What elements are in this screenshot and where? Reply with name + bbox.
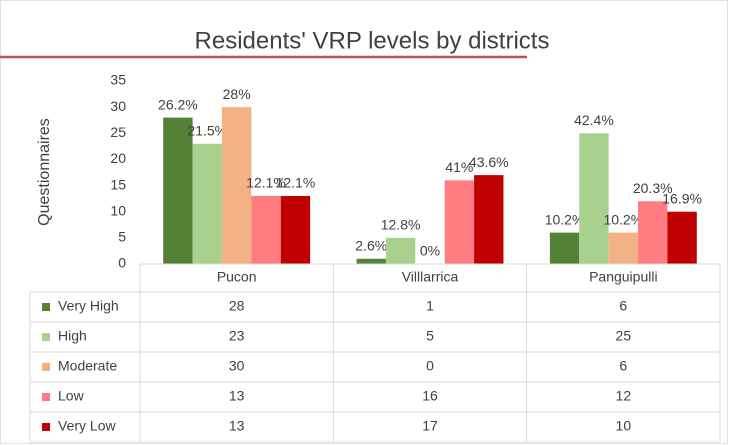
- chart-title: Residents' VRP levels by districts: [195, 27, 550, 54]
- y-tick-label: 15: [110, 176, 126, 192]
- bar: [608, 232, 639, 264]
- legend-label: High: [58, 328, 87, 344]
- legend-swatch: [42, 393, 50, 401]
- bar: [356, 258, 386, 264]
- data-label: 28%: [223, 86, 251, 102]
- data-label: 12.8%: [381, 217, 421, 233]
- legend-label: Very High: [58, 298, 119, 314]
- y-tick-label: 30: [110, 98, 126, 114]
- bar: [163, 117, 193, 264]
- y-tick-label: 25: [110, 124, 126, 140]
- table-value: 5: [426, 328, 434, 344]
- y-tick-label: 10: [110, 202, 126, 218]
- table-value: 17: [422, 418, 438, 434]
- legend-swatch: [42, 333, 50, 341]
- y-tick-label: 5: [118, 229, 126, 245]
- data-label: 43.6%: [469, 154, 509, 170]
- bar: [667, 211, 697, 264]
- bar: [638, 201, 668, 264]
- table-value: 12: [616, 388, 632, 404]
- data-label: 2.6%: [355, 237, 387, 253]
- table-value: 0: [426, 358, 434, 374]
- legend-label: Moderate: [58, 358, 117, 374]
- data-label: 20.3%: [633, 180, 673, 196]
- table-value: 13: [229, 418, 245, 434]
- bar: [385, 237, 416, 264]
- data-label: 12.1%: [276, 175, 316, 191]
- data-label: 0%: [420, 243, 440, 259]
- table-value: 13: [229, 388, 245, 404]
- data-label: 10.2%: [545, 211, 585, 227]
- bar: [280, 196, 311, 264]
- y-tick-label: 0: [118, 255, 126, 271]
- x-tick-label: Villlarrica: [402, 269, 459, 285]
- y-tick-label: 35: [110, 72, 126, 88]
- data-label: 16.9%: [662, 190, 702, 206]
- x-tick-label: Pucon: [217, 269, 257, 285]
- bar: [444, 180, 475, 264]
- bar: [221, 107, 252, 265]
- legend-swatch: [42, 363, 50, 371]
- table-value: 16: [422, 388, 438, 404]
- data-label: 41%: [445, 159, 473, 175]
- data-label: 12.1%: [246, 175, 286, 191]
- y-axis-title: Questionnaires: [36, 118, 53, 226]
- table-value: 28: [229, 298, 245, 314]
- legend-swatch: [42, 423, 50, 431]
- table-value: 30: [229, 358, 245, 374]
- data-label: 10.2%: [603, 211, 643, 227]
- table-value: 6: [619, 358, 627, 374]
- bar: [192, 143, 222, 264]
- table-value: 23: [229, 328, 245, 344]
- legend-label: Low: [58, 388, 85, 404]
- bar: [474, 175, 504, 264]
- data-label: 21.5%: [187, 122, 227, 138]
- legend-swatch: [42, 303, 50, 311]
- table-value: 25: [616, 328, 632, 344]
- legend-label: Very Low: [58, 418, 116, 434]
- data-label: 42.4%: [574, 112, 614, 128]
- bar: [549, 232, 580, 264]
- bar: [251, 196, 281, 264]
- table-value: 1: [426, 298, 434, 314]
- table-value: 6: [619, 298, 627, 314]
- x-tick-label: Panguipulli: [589, 269, 658, 285]
- table-value: 10: [616, 418, 632, 434]
- bar: [579, 133, 609, 264]
- y-tick-label: 20: [110, 150, 126, 166]
- data-label: 26.2%: [158, 96, 198, 112]
